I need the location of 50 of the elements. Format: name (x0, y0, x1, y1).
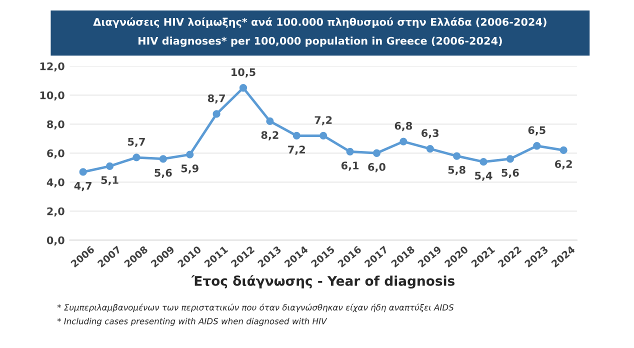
point (533, 142, 541, 150)
data-label: 6,8 (394, 122, 412, 132)
x-axis-title: Έτος διάγνωσης - Year of diagnosis (191, 275, 455, 289)
data-label: 5,8 (448, 166, 466, 176)
data-label: 5,6 (502, 168, 519, 178)
point (426, 144, 434, 153)
point (346, 148, 354, 156)
point (239, 84, 248, 92)
point (560, 146, 568, 154)
y-tick-label: 10,0 (40, 91, 64, 101)
data-label: 6,1 (341, 162, 359, 171)
data-label: 8,7 (208, 94, 225, 104)
data-label: 5,6 (154, 168, 172, 178)
point (212, 110, 220, 118)
chart-title: Διαγνώσεις HIV λοίμωξης* ανά 100.000 πληθυσμού στην Ελλάδα (2006-2024) (93, 17, 546, 28)
y-tick-label: 4,0 (46, 178, 64, 188)
data-label: 6,3 (422, 129, 439, 138)
point (480, 158, 488, 166)
data-label: 8,2 (261, 131, 278, 140)
data-label: 10,5 (232, 68, 256, 78)
data-label: 6,5 (528, 126, 546, 136)
data-label: 6,0 (368, 163, 386, 172)
text: * Including cases presenting with AIDS when diagnosed with HIV (57, 318, 328, 326)
point (79, 168, 87, 176)
y-tick-label: 6,0 (47, 149, 64, 159)
y-tick-label: 8,0 (47, 120, 64, 130)
data-label: 5,4 (475, 172, 492, 181)
text: * Συμπεριλαμβανομένων των περιστατικών που όταν διαγνώσθηκαν είχαν ήδη αναπτύξει AIDS (57, 304, 454, 312)
data-label: 7,2 (314, 116, 332, 126)
y-tick-label: 0,0 (46, 236, 64, 246)
data-label: 4,7 (74, 182, 92, 192)
point (452, 152, 461, 160)
y-tick-label: 2,0 (47, 207, 64, 217)
data-label: 5,7 (128, 138, 145, 148)
point (186, 150, 194, 158)
data-label: 7,2 (288, 146, 305, 155)
point (159, 155, 167, 163)
data-label: 6,2 (555, 160, 572, 170)
point (372, 149, 381, 157)
point (292, 132, 300, 140)
y-tick-label: 12,0 (40, 62, 64, 72)
point (320, 132, 328, 140)
data-label: 5,1 (101, 176, 118, 186)
point (132, 154, 140, 162)
data-label: 5,9 (181, 164, 198, 174)
point (266, 117, 274, 126)
point (400, 138, 408, 146)
point (106, 162, 114, 170)
chart-subtitle: HIV diagnoses* per 100,000 population in Greece (2006-2024) (138, 36, 502, 47)
point (506, 155, 514, 163)
